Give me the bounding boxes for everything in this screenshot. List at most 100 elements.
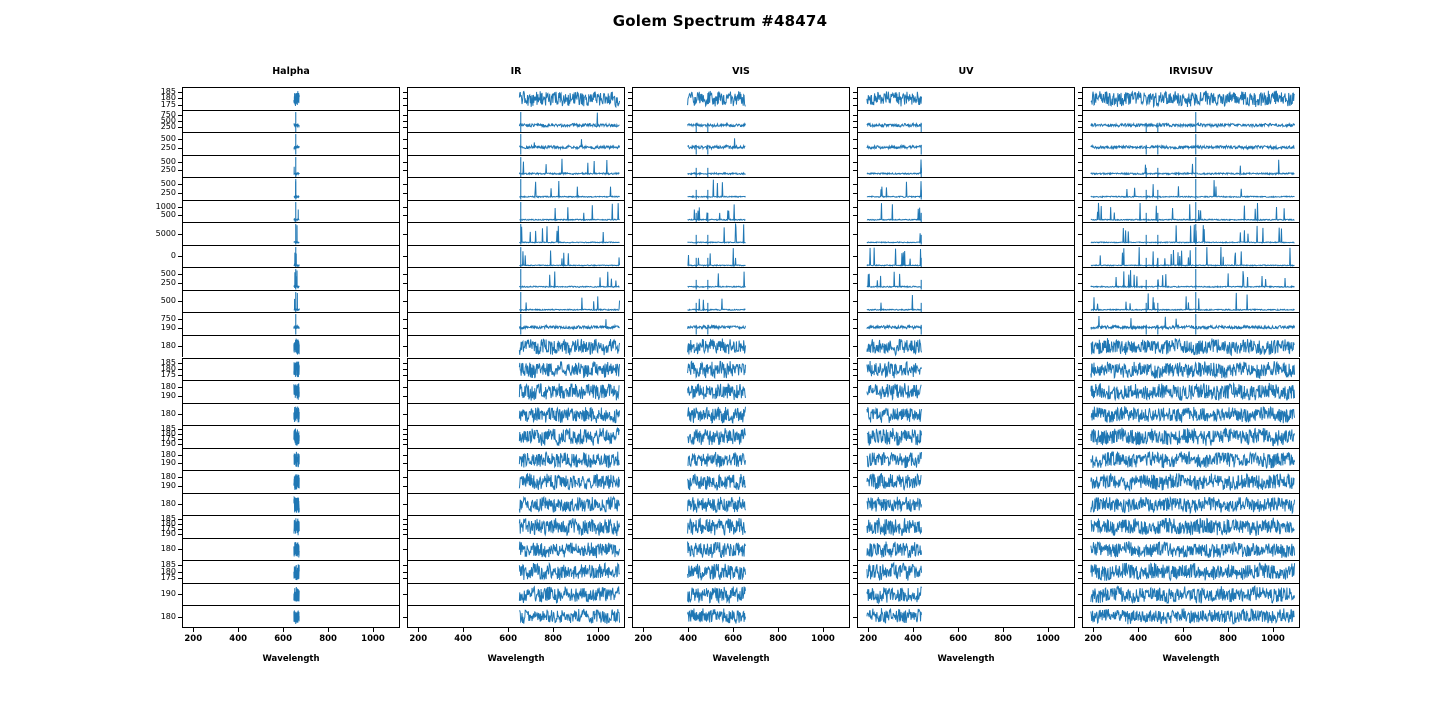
spectrum-trace	[1083, 336, 1299, 358]
ytick-mark	[853, 438, 857, 440]
panel-halpha-row-5	[182, 199, 400, 223]
ytick-mark	[853, 463, 857, 465]
panel-irvisuv-row-3	[1082, 154, 1300, 178]
ytick-mark	[853, 233, 857, 235]
xtick-label: 200	[409, 634, 428, 644]
ytick-mark	[178, 477, 182, 479]
panel-ir-row-2	[407, 132, 625, 155]
ytick-mark	[403, 485, 407, 487]
ytick-mark	[178, 98, 182, 100]
panel-irvisuv-row-19	[1082, 515, 1300, 538]
ytick-label: 180	[160, 341, 176, 351]
ytick-label: 500	[160, 134, 176, 144]
ytick-label: 190	[160, 438, 176, 448]
ytick-mark	[403, 375, 407, 377]
spectrum-trace	[408, 291, 624, 313]
panel-irvisuv-row-14	[1082, 402, 1300, 426]
spectrum-trace	[183, 381, 399, 403]
xtick-label: 600	[1174, 634, 1192, 644]
panel-ir-row-9	[407, 289, 625, 313]
ytick-mark	[853, 429, 857, 431]
spectrum-trace	[183, 133, 399, 155]
spectrum-trace	[408, 156, 624, 178]
panel-ir-row-11	[407, 334, 625, 358]
ytick-mark	[628, 616, 632, 618]
ytick-mark	[1078, 147, 1082, 149]
panel-column-irvisuv	[1082, 87, 1300, 628]
panel-irvisuv-row-15	[1082, 425, 1300, 448]
panel-ir-row-21	[407, 560, 625, 583]
ytick-mark	[1078, 161, 1082, 163]
panel-vis-row-8	[632, 267, 850, 290]
spectrum-trace	[858, 133, 1074, 155]
ytick-mark	[403, 529, 407, 531]
xtick-label: 400	[904, 634, 923, 644]
ytick-mark	[1078, 454, 1082, 456]
ytick-mark	[853, 395, 857, 397]
ytick-label: 175	[160, 572, 176, 582]
panel-uv-row-0	[857, 87, 1075, 110]
ytick-mark	[178, 443, 182, 445]
xtick-label: 200	[1084, 634, 1103, 644]
ytick-mark	[1078, 98, 1082, 100]
panel-halpha-row-14	[182, 402, 400, 426]
spectrum-trace	[858, 494, 1074, 516]
spectrum-trace	[1083, 223, 1299, 245]
ytick-mark	[853, 92, 857, 94]
xtick-mark	[1273, 628, 1275, 632]
ytick-label: 180	[160, 544, 176, 554]
ytick-mark	[628, 139, 632, 141]
ytick-mark	[178, 170, 182, 172]
spectrum-trace	[1083, 201, 1299, 223]
ytick-mark	[628, 170, 632, 172]
panel-vis-row-0	[632, 87, 850, 110]
panel-irvisuv-row-21	[1082, 560, 1300, 583]
ytick-mark	[628, 256, 632, 258]
spectrum-trace	[1083, 471, 1299, 493]
ytick-mark	[628, 233, 632, 235]
ytick-mark	[178, 328, 182, 330]
xtick-label: 200	[634, 634, 653, 644]
ytick-mark	[178, 413, 182, 415]
spectrum-trace	[1083, 404, 1299, 426]
ytick-mark	[628, 92, 632, 94]
spectrum-trace	[408, 584, 624, 606]
spectrum-trace	[408, 606, 624, 627]
spectrum-trace	[183, 268, 399, 290]
ytick-mark	[178, 206, 182, 208]
ytick-mark	[403, 362, 407, 364]
spectrum-trace	[633, 449, 849, 471]
ytick-mark	[178, 577, 182, 579]
ytick-mark	[403, 274, 407, 276]
spectrum-trace	[183, 313, 399, 335]
ytick-mark	[853, 616, 857, 618]
ytick-mark	[403, 443, 407, 445]
ytick-mark	[853, 433, 857, 436]
spectrum-trace	[408, 539, 624, 561]
ytick-label: 190	[160, 528, 176, 538]
ytick-label: 180	[160, 408, 176, 418]
ytick-mark	[853, 533, 857, 535]
ytick-label: 180	[160, 449, 176, 459]
spectrum-trace	[1083, 494, 1299, 516]
ytick-mark	[178, 594, 182, 596]
ytick-mark	[628, 282, 632, 285]
panel-ir-row-17	[407, 470, 625, 493]
ytick-mark	[628, 301, 632, 303]
panel-irvisuv-row-6	[1082, 222, 1300, 245]
xtick-mark	[328, 628, 330, 632]
ytick-mark	[853, 368, 857, 370]
ytick-mark	[628, 594, 632, 596]
ytick-mark	[853, 529, 857, 531]
panel-irvisuv-row-23	[1082, 605, 1300, 628]
ytick-mark	[403, 429, 407, 431]
ytick-mark	[853, 98, 857, 100]
ytick-mark	[1078, 463, 1082, 465]
ytick-mark	[1078, 577, 1082, 579]
panel-vis-row-23	[632, 605, 850, 628]
panel-irvisuv-row-12	[1082, 357, 1300, 381]
xtick-mark	[778, 628, 780, 632]
ytick-mark	[853, 594, 857, 596]
ytick-label: 190	[160, 480, 176, 490]
ytick-mark	[1078, 233, 1082, 235]
